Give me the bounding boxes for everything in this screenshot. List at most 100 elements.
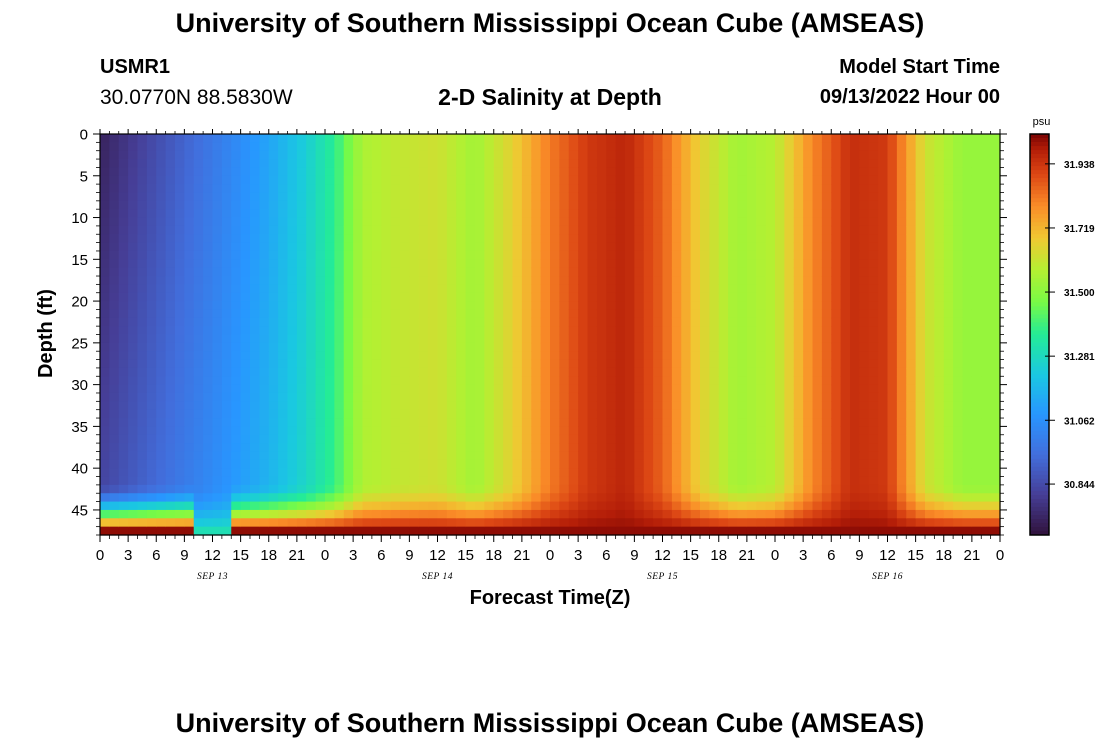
heatmap-cell	[671, 443, 682, 453]
heatmap-cell	[812, 167, 823, 177]
heatmap-cell	[296, 242, 307, 252]
date-label: SEP 14	[422, 572, 453, 582]
heatmap-cell	[550, 200, 560, 210]
heatmap-cell	[512, 392, 523, 402]
heatmap-cell	[925, 250, 935, 260]
heatmap-cell	[212, 351, 223, 361]
heatmap-cell	[156, 317, 167, 327]
heatmap-cell	[503, 276, 514, 285]
heatmap-cell	[671, 468, 682, 478]
heatmap-cell	[578, 142, 589, 152]
heatmap-cell	[156, 259, 167, 269]
heatmap-cell	[896, 159, 907, 169]
heatmap-cell	[343, 476, 354, 486]
heatmap-cell	[503, 334, 514, 344]
heatmap-cell	[653, 351, 664, 361]
heatmap-cell	[840, 250, 851, 260]
heatmap-cell	[728, 184, 739, 194]
heatmap-cell	[146, 301, 157, 311]
heatmap-cell	[728, 217, 739, 227]
heatmap-cell	[287, 184, 298, 194]
heatmap-cell	[821, 334, 832, 344]
heatmap-cell	[662, 167, 673, 177]
heatmap-cell	[606, 509, 617, 519]
heatmap-cell	[540, 376, 551, 386]
heatmap-cell	[446, 209, 457, 219]
heatmap-cell	[737, 167, 748, 177]
heatmap-cell	[615, 317, 626, 327]
heatmap-cell	[596, 134, 607, 143]
heatmap-cell	[943, 401, 954, 411]
heatmap-cell	[109, 225, 120, 235]
heatmap-cell	[446, 192, 457, 202]
heatmap-cell	[568, 451, 579, 461]
heatmap-cell	[362, 175, 373, 185]
heatmap-cell	[943, 409, 954, 419]
heatmap-cell	[662, 225, 673, 235]
heatmap-cell	[643, 134, 654, 143]
heatmap-cell	[493, 317, 504, 327]
heatmap-cell	[671, 367, 682, 377]
heatmap-cell	[100, 142, 110, 152]
heatmap-cell	[718, 518, 729, 528]
heatmap-cell	[315, 468, 326, 478]
heatmap-cell	[831, 359, 842, 369]
heatmap-cell	[418, 443, 429, 453]
heatmap-cell	[700, 309, 710, 319]
heatmap-cell	[775, 217, 785, 227]
heatmap-cell	[746, 509, 757, 519]
heatmap-cell	[709, 309, 720, 319]
heatmap-cell	[634, 142, 645, 152]
heatmap-cell	[456, 443, 467, 453]
heatmap-cell	[503, 476, 514, 486]
heatmap-cell	[746, 134, 757, 143]
heatmap-cell	[550, 142, 560, 152]
heatmap-cell	[943, 209, 954, 219]
heatmap-cell	[306, 167, 317, 177]
heatmap-cell	[437, 451, 448, 461]
heatmap-cell	[615, 468, 626, 478]
heatmap-cell	[784, 250, 795, 260]
heatmap-cell	[353, 526, 364, 536]
heatmap-cell	[221, 392, 232, 402]
heatmap-cell	[315, 518, 326, 528]
heatmap-cell	[221, 434, 232, 444]
heatmap-cell	[137, 267, 148, 277]
heatmap-cell	[531, 142, 542, 152]
heatmap-cell	[306, 376, 317, 386]
heatmap-cell	[690, 409, 701, 419]
heatmap-cell	[915, 192, 926, 202]
heatmap-cell	[925, 342, 935, 352]
heatmap-cell	[493, 250, 504, 260]
heatmap-cell	[934, 334, 945, 344]
heatmap-cell	[221, 250, 232, 260]
heatmap-cell	[390, 209, 401, 219]
heatmap-cell	[231, 134, 242, 143]
heatmap-cell	[559, 443, 570, 453]
heatmap-cell	[343, 434, 354, 444]
heatmap-cell	[240, 501, 251, 511]
heatmap-cell	[915, 434, 926, 444]
heatmap-cell	[456, 184, 467, 194]
heatmap-cell	[475, 426, 485, 436]
heatmap-cell	[962, 134, 973, 143]
heatmap-cell	[156, 276, 167, 285]
heatmap-cell	[831, 200, 842, 210]
heatmap-cell	[118, 142, 129, 152]
heatmap-cell	[287, 376, 298, 386]
heatmap-cell	[428, 250, 439, 260]
heatmap-cell	[690, 493, 701, 503]
heatmap-cell	[990, 342, 1001, 352]
heatmap-cell	[521, 434, 532, 444]
heatmap-cell	[709, 392, 720, 402]
heatmap-cell	[737, 434, 748, 444]
heatmap-cell	[231, 250, 242, 260]
heatmap-cell	[662, 184, 673, 194]
colorbar-segment	[1030, 258, 1049, 263]
heatmap-cell	[259, 418, 270, 427]
heatmap-cell	[550, 518, 560, 528]
heatmap-cell	[953, 225, 964, 235]
heatmap-cell	[428, 518, 439, 528]
heatmap-cell	[896, 434, 907, 444]
heatmap-cell	[128, 301, 139, 311]
